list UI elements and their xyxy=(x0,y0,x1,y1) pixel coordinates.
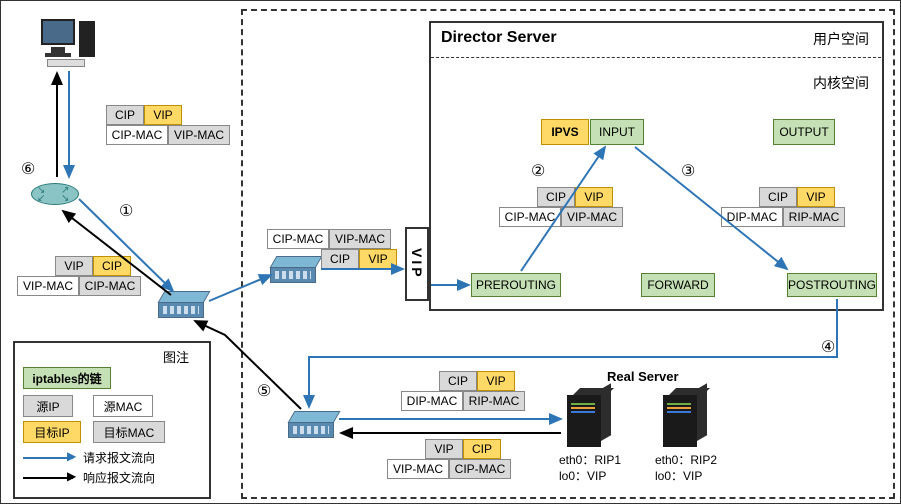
rs2-eth: eth0：RIP2 xyxy=(655,451,717,468)
step-5: ⑤ xyxy=(257,381,271,401)
rs1-eth: eth0：RIP1 xyxy=(559,451,621,468)
pkt-rsout-dmac: CIP-MAC xyxy=(449,459,511,479)
router: ↘↗ ↙↘ xyxy=(31,179,81,209)
legend-resp-arrow: ▶ xyxy=(67,469,76,483)
step-3: ③ xyxy=(681,161,695,181)
pkt-post-smac: DIP-MAC xyxy=(721,207,783,227)
pkt-left-sip: VIP xyxy=(55,256,93,276)
switch-2 xyxy=(273,256,319,284)
real-server-2 xyxy=(663,389,705,449)
vip-vertical: VIP xyxy=(405,227,429,301)
forward-box: FORWARD xyxy=(641,273,715,297)
pkt-sw-sip: CIP xyxy=(321,249,359,269)
pkt-rsin-sip: CIP xyxy=(439,371,477,391)
step-6: ⑥ xyxy=(21,159,35,179)
pkt-pre-dmac: VIP-MAC xyxy=(561,207,623,227)
pkt-left-dmac: CIP-MAC xyxy=(79,276,141,296)
pkt-rsin-dip: VIP xyxy=(477,371,515,391)
pkt-rsout-dip: CIP xyxy=(463,439,501,459)
input-box: INPUT xyxy=(590,119,644,145)
legend-req-line xyxy=(23,457,73,459)
legend-title: 图注 xyxy=(163,347,189,366)
legend-dmac: 目标MAC xyxy=(93,421,165,443)
pkt-rsout-sip: VIP xyxy=(425,439,463,459)
step-1: ① xyxy=(119,201,133,221)
kernel-space-label: 内核空间 xyxy=(813,73,869,93)
pkt-post-dip: VIP xyxy=(797,187,835,207)
pkt-pre-sip: CIP xyxy=(537,187,575,207)
rs1-lo: lo0：VIP xyxy=(559,467,606,484)
legend-iptables: iptables的链 xyxy=(23,367,111,389)
legend-dip: 目标IP xyxy=(23,421,81,443)
pkt-rsin-smac: DIP-MAC xyxy=(401,391,463,411)
legend-req-arrow: ▶ xyxy=(67,449,76,463)
pkt-left-dip: CIP xyxy=(93,256,131,276)
pkt-post-sip: CIP xyxy=(759,187,797,207)
output-box: OUTPUT xyxy=(773,119,835,145)
legend-resp-line xyxy=(23,477,73,479)
ipvs-box: IPVS xyxy=(541,119,589,145)
user-space-label: 用户空间 xyxy=(813,29,869,49)
pkt-post-dmac: RIP-MAC xyxy=(783,207,845,227)
director-inner-box xyxy=(429,21,884,311)
pkt-rsout-smac: VIP-MAC xyxy=(387,459,449,479)
rs2-lo: lo0：VIP xyxy=(655,467,702,484)
pkt-top-dmac: VIP-MAC xyxy=(168,125,230,145)
pkt-sw-dmac: VIP-MAC xyxy=(329,229,391,249)
legend-smac: 源MAC xyxy=(93,395,153,417)
pkt-top-dip: VIP xyxy=(144,105,182,125)
director-title: Director Server xyxy=(441,29,557,47)
space-divider xyxy=(431,57,881,58)
pkt-sw-dip: VIP xyxy=(359,249,397,269)
legend-req: 请求报文流向 xyxy=(83,449,155,466)
prerouting-box: PREROUTING xyxy=(471,273,561,297)
pkt-left-smac: VIP-MAC xyxy=(17,276,79,296)
switch-3 xyxy=(291,411,337,439)
pkt-pre-smac: CIP-MAC xyxy=(499,207,561,227)
real-server-title: Real Server xyxy=(607,369,679,384)
pkt-pre-dip: VIP xyxy=(575,187,613,207)
pkt-top-smac: CIP-MAC xyxy=(106,125,168,145)
pkt-sw-smac: CIP-MAC xyxy=(267,229,329,249)
switch-1 xyxy=(161,291,207,319)
real-server-1 xyxy=(567,389,609,449)
step-2: ② xyxy=(531,161,545,181)
step-4: ④ xyxy=(821,337,835,357)
legend-sip: 源IP xyxy=(23,395,73,417)
postrouting-box: POSTROUTING xyxy=(787,273,877,297)
pkt-rsin-dmac: RIP-MAC xyxy=(463,391,525,411)
pkt-top-sip: CIP xyxy=(106,105,144,125)
legend-resp: 响应报文流向 xyxy=(83,469,155,486)
